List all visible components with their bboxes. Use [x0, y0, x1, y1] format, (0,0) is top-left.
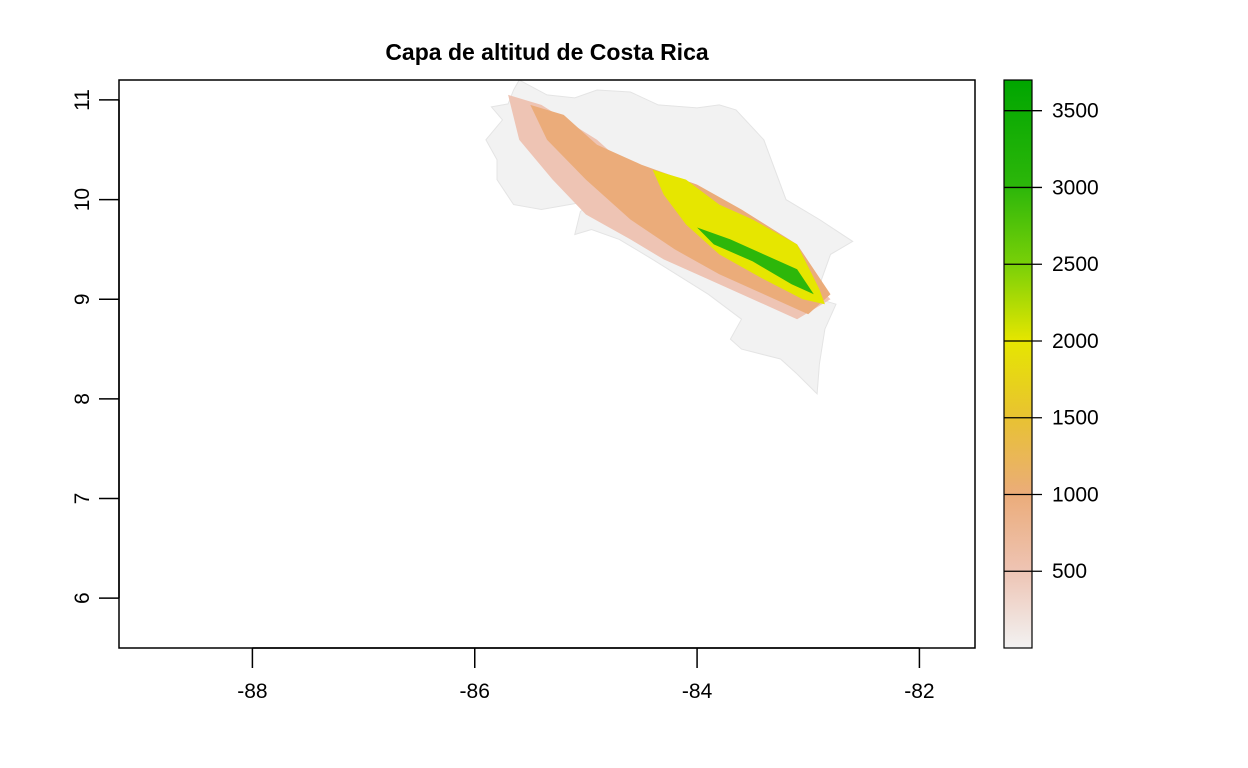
- y-tick-label: 11: [71, 89, 94, 111]
- colorbar-tick-label: 3000: [1052, 176, 1099, 199]
- x-tick-label: -88: [237, 680, 267, 703]
- colorbar-tick-label: 500: [1052, 560, 1087, 583]
- chart-title: Capa de altitud de Costa Rica: [385, 39, 709, 65]
- colorbar-tick-label: 3500: [1052, 100, 1099, 123]
- colorbar-tick-label: 1500: [1052, 407, 1099, 430]
- y-tick-label: 6: [71, 592, 94, 604]
- colorbar-axis: 500 1000 1500 2000 2500 3000 3500: [1004, 100, 1099, 583]
- x-axis: -88 -86 -84 -82: [237, 647, 935, 703]
- colorbar: [1003, 79, 1033, 649]
- y-tick-label: 10: [71, 188, 94, 211]
- y-tick-label: 8: [71, 393, 94, 405]
- elevation-band-peak: [697, 227, 814, 295]
- y-axis: 6 7 8 9 10 11: [71, 89, 120, 604]
- x-tick-label: -82: [904, 680, 934, 703]
- x-tick-label: -84: [682, 680, 713, 703]
- elevation-raster: [485, 80, 854, 396]
- y-tick-label: 9: [71, 293, 94, 305]
- colorbar-tick-label: 2500: [1052, 253, 1099, 276]
- y-tick-label: 7: [71, 493, 94, 505]
- x-tick-label: -86: [460, 680, 490, 703]
- colorbar-tick-label: 2000: [1052, 330, 1099, 353]
- colorbar-tick-label: 1000: [1052, 483, 1099, 506]
